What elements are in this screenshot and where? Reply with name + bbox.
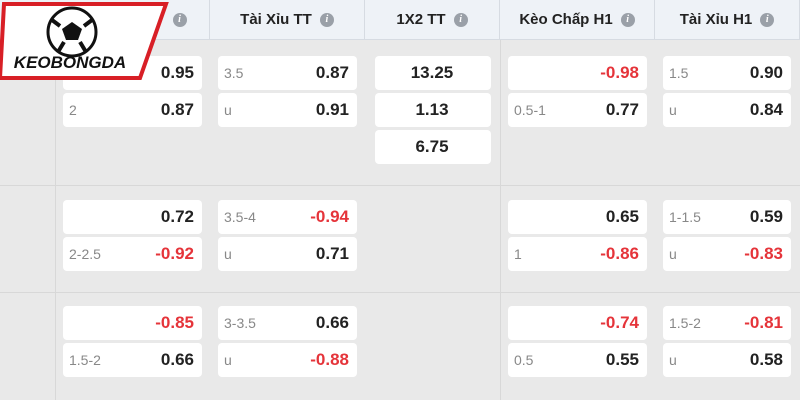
- header-text: 1X2 TT: [396, 11, 446, 28]
- odds-line: 1.5: [669, 65, 689, 81]
- odds-cell[interactable]: u 0.91: [218, 93, 357, 127]
- odds-line: u: [669, 246, 677, 262]
- odds-cell[interactable]: u -0.88: [218, 343, 357, 377]
- odds-line: 1-1.5: [669, 209, 701, 225]
- odds-cell[interactable]: 2-2.5 -0.92: [63, 237, 202, 271]
- odds-value: 0.59: [749, 207, 783, 226]
- info-icon[interactable]: i: [319, 12, 334, 27]
- info-icon[interactable]: i: [172, 12, 187, 27]
- odds-line: 2-2.5: [69, 246, 101, 262]
- odds-line: 3.5: [224, 65, 244, 81]
- odds-value: 0.65: [605, 207, 639, 226]
- odds-line: u: [224, 102, 232, 118]
- column-header: Tài Xỉu TT i: [210, 0, 365, 40]
- odds-cell[interactable]: 0.65: [508, 200, 647, 234]
- separator: [55, 40, 56, 400]
- odds-value: 0.72: [160, 207, 194, 226]
- odds-cell[interactable]: 1-1.5 0.59: [663, 200, 791, 234]
- odds-value: -0.74: [600, 313, 639, 332]
- odds-line: u: [224, 352, 232, 368]
- odds-value: -0.98: [600, 63, 639, 82]
- odds-line: 3.5-4: [224, 209, 256, 225]
- odds-value: -0.88: [310, 350, 349, 369]
- odds-value: -0.92: [155, 244, 194, 263]
- info-icon[interactable]: i: [760, 12, 775, 27]
- odds-cell[interactable]: 0.5-1 0.77: [508, 93, 647, 127]
- info-icon[interactable]: i: [620, 12, 635, 27]
- odds-line: 2: [69, 102, 77, 118]
- odds-cell[interactable]: 0.5 0.55: [508, 343, 647, 377]
- header-text: Tài Xỉu TT: [240, 11, 312, 28]
- odds-value: 0.77: [605, 100, 639, 119]
- odds-value: 0.87: [315, 63, 349, 82]
- odds-line: 3-3.5: [224, 315, 256, 331]
- odds-cell[interactable]: 1 -0.86: [508, 237, 647, 271]
- odds-value: 0.87: [160, 100, 194, 119]
- odds-cell[interactable]: 1.5 0.90: [663, 56, 791, 90]
- odds-cell[interactable]: 3-3.5 0.66: [218, 306, 357, 340]
- odds-cell[interactable]: 13.25: [375, 56, 491, 90]
- odds-cell[interactable]: 1.13: [375, 93, 491, 127]
- odds-line: 0.5-1: [514, 102, 546, 118]
- odds-line: 1.5-2: [669, 315, 701, 331]
- odds-value: 0.71: [315, 244, 349, 263]
- odds-value: 0.66: [315, 313, 349, 332]
- odds-line: u: [669, 102, 677, 118]
- separator: [0, 292, 800, 293]
- info-icon[interactable]: i: [453, 12, 468, 27]
- logo: KEOBONGDA: [0, 1, 169, 80]
- odds-cell[interactable]: u 0.71: [218, 237, 357, 271]
- separator: [500, 40, 501, 400]
- odds-cell[interactable]: 3.5-4 -0.94: [218, 200, 357, 234]
- odds-value: 6.75: [415, 137, 449, 156]
- column-header: Tài Xỉu H1 i: [655, 0, 800, 40]
- odds-cell[interactable]: -0.98: [508, 56, 647, 90]
- odds-value: -0.85: [155, 313, 194, 332]
- header-text: Kèo Chấp H1: [519, 11, 613, 28]
- odds-cell[interactable]: -0.74: [508, 306, 647, 340]
- odds-value: -0.86: [600, 244, 639, 263]
- column-header: Kèo Chấp H1 i: [500, 0, 655, 40]
- logo-text: KEOBONGDA: [14, 53, 126, 72]
- odds-line: u: [224, 246, 232, 262]
- column-header: 1X2 TT i: [365, 0, 500, 40]
- odds-value: 0.84: [749, 100, 783, 119]
- odds-line: 1: [514, 246, 522, 262]
- odds-value: 13.25: [410, 63, 454, 82]
- odds-cell[interactable]: -0.85: [63, 306, 202, 340]
- separator: [0, 185, 800, 186]
- odds-value: -0.81: [744, 313, 783, 332]
- odds-cell[interactable]: 3.5 0.87: [218, 56, 357, 90]
- odds-cell[interactable]: 2 0.87: [63, 93, 202, 127]
- odds-cell[interactable]: 1.5-2 0.66: [63, 343, 202, 377]
- odds-value: 0.90: [749, 63, 783, 82]
- header-text: Tài Xỉu H1: [679, 11, 753, 28]
- odds-cell[interactable]: 0.72: [63, 200, 202, 234]
- odds-value: 0.66: [160, 350, 194, 369]
- odds-value: 0.91: [315, 100, 349, 119]
- odds-cell[interactable]: u -0.83: [663, 237, 791, 271]
- odds-cell[interactable]: 6.75: [375, 130, 491, 164]
- odds-line: 0.5: [514, 352, 534, 368]
- odds-cell[interactable]: u 0.84: [663, 93, 791, 127]
- odds-value: 0.58: [749, 350, 783, 369]
- odds-value: 0.55: [605, 350, 639, 369]
- odds-value: 1.13: [415, 100, 449, 119]
- odds-cell[interactable]: u 0.58: [663, 343, 791, 377]
- odds-cell[interactable]: 1.5-2 -0.81: [663, 306, 791, 340]
- odds-line: 1.5-2: [69, 352, 101, 368]
- odds-value: -0.83: [744, 244, 783, 263]
- odds-line: u: [669, 352, 677, 368]
- odds-value: -0.94: [310, 207, 349, 226]
- odds-value: 0.95: [160, 63, 194, 82]
